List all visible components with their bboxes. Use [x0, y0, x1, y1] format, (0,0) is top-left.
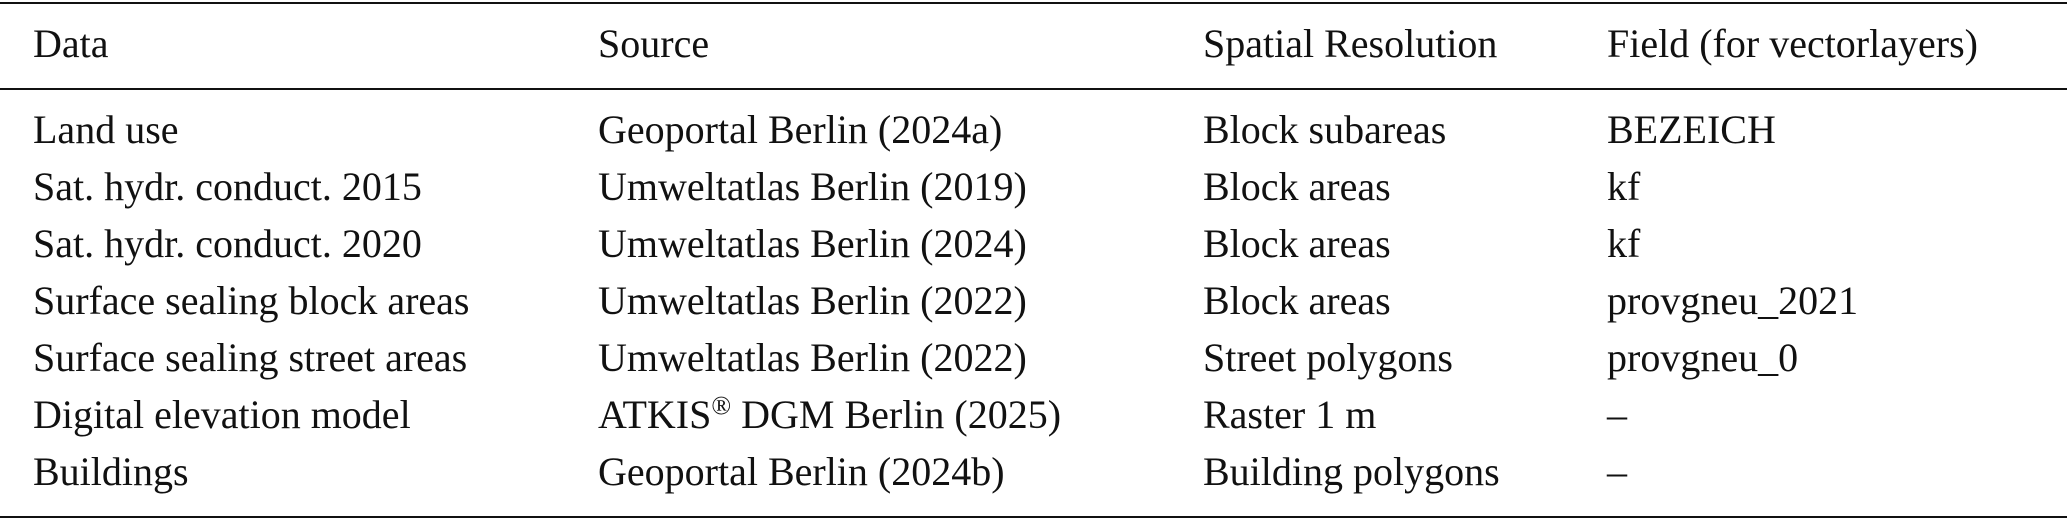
cell: ATKIS® DGM Berlin (2025) [598, 392, 1062, 437]
header-cell: Data [33, 21, 109, 66]
cell: – [1607, 449, 1627, 494]
text-part: DGM Berlin (2025) [731, 392, 1062, 437]
header-cell: Field (for vectorlayers) [1607, 21, 1978, 66]
bottom-rule [0, 516, 2067, 518]
cell: kf [1607, 164, 1641, 209]
cell: Block areas [1203, 221, 1391, 266]
cell: Buildings [33, 449, 189, 494]
cell: Geoportal Berlin (2024a) [598, 107, 1003, 152]
cell: Block subareas [1203, 107, 1447, 152]
header-cell: Spatial Resolution [1203, 21, 1498, 66]
cell: Land use [33, 107, 179, 152]
cell: Digital elevation model [33, 392, 411, 437]
cell: Surface sealing street areas [33, 335, 468, 380]
cell: Sat. hydr. conduct. 2020 [33, 221, 422, 266]
cell: Umweltatlas Berlin (2022) [598, 335, 1027, 380]
mid-rule [0, 88, 2067, 90]
cell: provgneu_2021 [1607, 278, 1859, 323]
cell: Building polygons [1203, 449, 1500, 494]
cell: Raster 1 m [1203, 392, 1377, 437]
cell: Street polygons [1203, 335, 1453, 380]
cell: Block areas [1203, 278, 1391, 323]
cell: BEZEICH [1607, 107, 1776, 152]
cell: provgneu_0 [1607, 335, 1799, 380]
cell: Umweltatlas Berlin (2024) [598, 221, 1027, 266]
header-cell: Source [598, 21, 710, 66]
cell: Umweltatlas Berlin (2019) [598, 164, 1027, 209]
cell: Surface sealing block areas [33, 278, 470, 323]
cell: Sat. hydr. conduct. 2015 [33, 164, 422, 209]
cell: Block areas [1203, 164, 1391, 209]
cell: Geoportal Berlin (2024b) [598, 449, 1005, 494]
cell: – [1607, 392, 1627, 437]
top-rule [0, 2, 2067, 4]
text-part: ATKIS [598, 392, 712, 437]
cell: Umweltatlas Berlin (2022) [598, 278, 1027, 323]
cell: kf [1607, 221, 1641, 266]
superscript: ® [711, 391, 732, 420]
